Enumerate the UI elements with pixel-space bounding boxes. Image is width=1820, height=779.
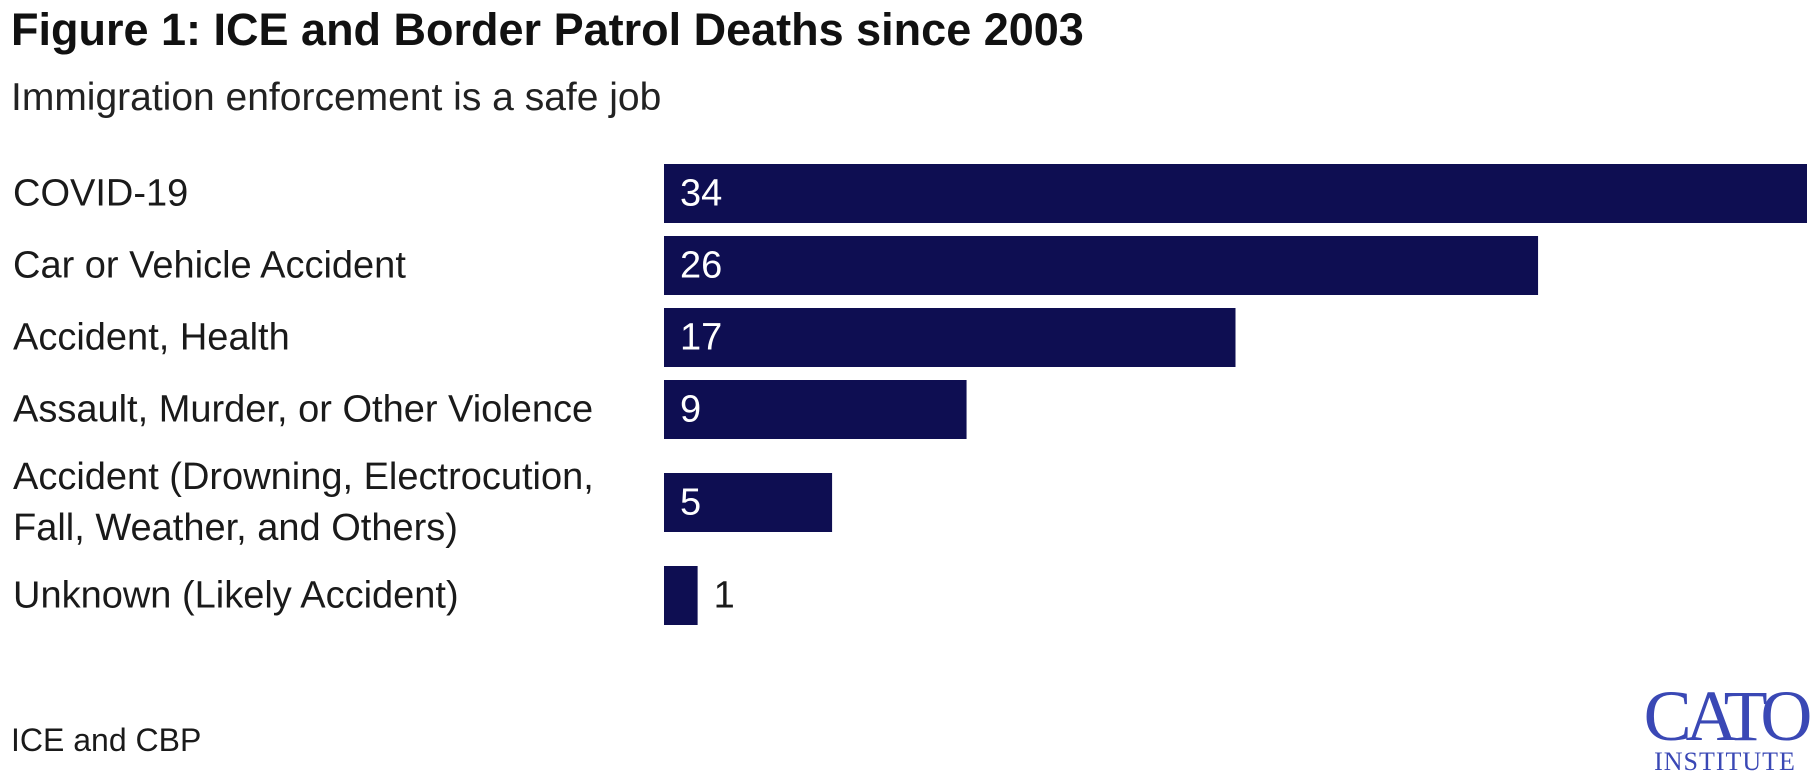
category-label-4: Accident (Drowning, Electrocution, Fall, … <box>13 456 594 549</box>
bar-5 <box>664 566 698 625</box>
bar-value-label-3: 9 <box>680 389 701 431</box>
source-note: ICE and CBP <box>11 722 202 758</box>
logo-subtext: INSTITUTE <box>1654 747 1796 776</box>
bar-value-label-0: 34 <box>680 173 722 215</box>
bar-value-label-5: 1 <box>714 575 735 617</box>
category-label-0: COVID-19 <box>13 173 188 215</box>
bar-value-label-1: 26 <box>680 245 722 287</box>
bar-1 <box>664 236 1539 295</box>
bar-value-label-2: 17 <box>680 317 722 359</box>
bar-0 <box>664 164 1807 223</box>
bar-value-label-4: 5 <box>680 482 701 524</box>
cato-logo: CATO INSTITUTE <box>1640 676 1813 776</box>
chart-subtitle: Immigration enforcement is a safe job <box>11 76 662 119</box>
bar-3 <box>664 380 967 439</box>
category-label-3: Assault, Murder, or Other Violence <box>13 389 593 431</box>
logo-wordmark: CATO <box>1643 676 1813 756</box>
chart-title: Figure 1: ICE and Border Patrol Deaths s… <box>11 4 1084 55</box>
bar-4 <box>664 473 833 532</box>
category-label-1: Car or Vehicle Accident <box>13 245 406 287</box>
bar-2 <box>664 308 1236 367</box>
category-label-2: Accident, Health <box>13 317 290 359</box>
category-label-5: Unknown (Likely Accident) <box>13 575 459 617</box>
